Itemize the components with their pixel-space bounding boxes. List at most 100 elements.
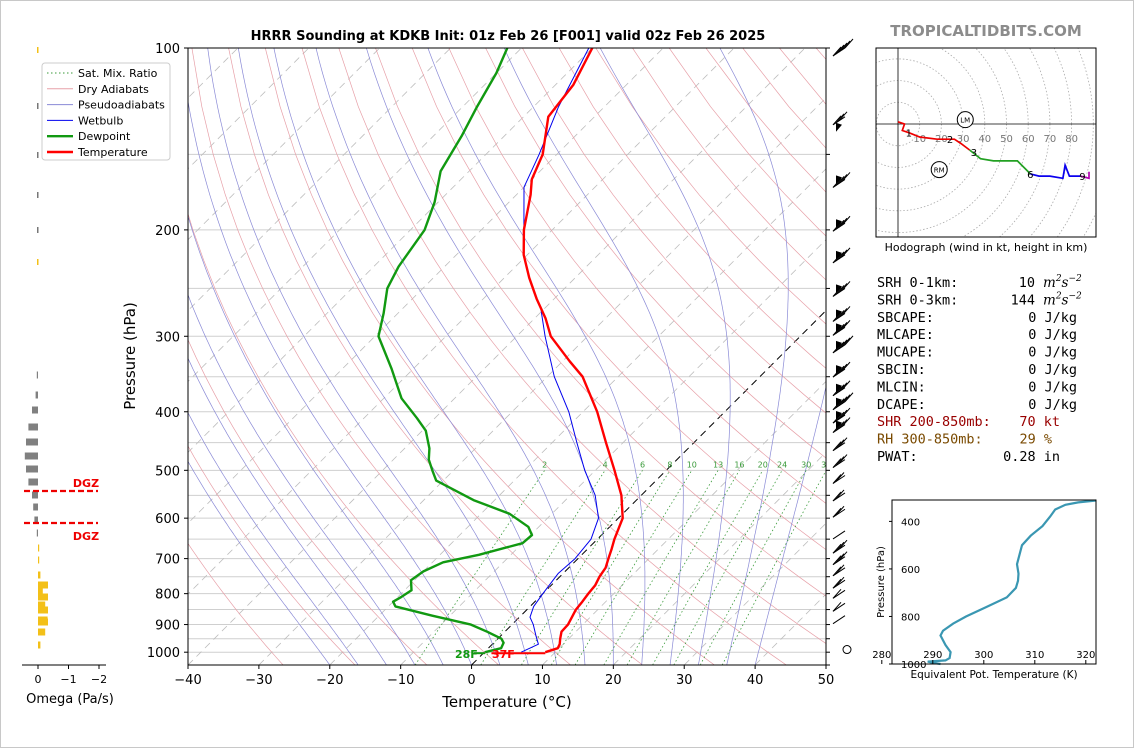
storm-motion-marker xyxy=(930,161,948,179)
wind-barb xyxy=(832,601,846,612)
omega-bar xyxy=(36,371,38,379)
dry-adiabat xyxy=(188,542,284,665)
barb-flag xyxy=(844,392,854,403)
dry-adiabat xyxy=(411,48,826,551)
index-value: 70 kt xyxy=(1019,414,1060,430)
temperature-line xyxy=(522,48,624,654)
index-label: MLCAPE: xyxy=(877,327,934,343)
barb-flag xyxy=(832,507,842,518)
x-tick-label: −10 xyxy=(387,673,414,688)
dgz-label: DGZ xyxy=(73,477,99,490)
index-label: MUCAPE: xyxy=(877,345,934,361)
y-tick-label: 1000 xyxy=(147,646,180,661)
barb-flag xyxy=(838,382,848,393)
dry-adiabat xyxy=(375,48,826,597)
barb-flag xyxy=(832,441,842,452)
theta-e-tick-label: 290 xyxy=(923,650,942,661)
barb-flag xyxy=(835,285,845,295)
omega-bar xyxy=(37,152,39,158)
legend: Sat. Mix. Ratio Dry Adiabats Pseudoadiabat… xyxy=(41,62,171,161)
omega-bar xyxy=(28,423,38,431)
index-value: 10 xyxy=(1019,275,1035,291)
barb-flag xyxy=(832,589,842,599)
mixing-ratio-label: 13 xyxy=(713,460,723,469)
barb-flag xyxy=(832,543,842,554)
barb-pennant xyxy=(836,250,842,260)
index-value: 0 J/kg xyxy=(1028,310,1077,326)
barb-flag xyxy=(838,363,848,374)
mixing-ratio-line xyxy=(550,470,671,665)
barb-flag xyxy=(838,111,848,122)
omega-bar xyxy=(34,516,38,524)
barb-pennant xyxy=(836,122,842,132)
pseudoadiabat xyxy=(754,385,826,665)
wind-barb xyxy=(832,437,848,452)
barb-flag xyxy=(841,320,851,330)
mixing-ratio-label: 10 xyxy=(687,460,697,469)
wind-barb xyxy=(832,38,854,57)
omega-bar xyxy=(38,544,40,552)
theta-e-tick-label: 300 xyxy=(974,650,993,661)
hodo-trace xyxy=(897,120,971,151)
wind-barb xyxy=(832,505,846,518)
barb-staff xyxy=(832,602,846,612)
x-tick-label: 10 xyxy=(534,673,551,688)
theta-e-tick-label: 320 xyxy=(1076,650,1095,661)
index-value: 144 xyxy=(1011,292,1035,308)
barb-pennant xyxy=(836,219,842,229)
index-value: 29 % xyxy=(1019,432,1052,448)
index-value: 0 J/kg xyxy=(1028,345,1077,361)
mixing-ratio-label: 4 xyxy=(603,460,608,469)
omega-bar xyxy=(37,227,39,233)
mixing-ratio-line xyxy=(574,470,693,665)
wind-barb xyxy=(832,576,846,589)
mixing-ratio-line xyxy=(673,470,783,665)
x-tick-label: 30 xyxy=(676,673,693,688)
barb-flag xyxy=(832,115,842,126)
barb-flag xyxy=(835,365,845,376)
mixing-ratio-line xyxy=(414,470,546,665)
wind-barb xyxy=(832,551,848,566)
barb-flag xyxy=(841,417,851,427)
index-label: RH 300-850mb: xyxy=(877,432,983,448)
theta-e-line xyxy=(927,499,1097,666)
pseudoadiabat xyxy=(207,48,501,665)
wind-barb xyxy=(832,335,854,354)
y-tick-label: 400 xyxy=(155,406,180,421)
legend-box xyxy=(41,62,171,161)
index-value: 0 J/kg xyxy=(1028,327,1077,343)
barb-flag xyxy=(838,454,848,464)
pseudoadiabat xyxy=(427,48,646,665)
index-label: DCAPE: xyxy=(877,397,926,413)
barb-flag xyxy=(832,491,842,502)
barb-flag xyxy=(835,472,845,482)
index-label: PWAT: xyxy=(877,449,918,465)
barb-flag xyxy=(832,555,842,566)
index-value: 0 J/kg xyxy=(1028,397,1077,413)
hodo-height-label: 2 xyxy=(947,135,953,146)
mixing-ratio-label: 8 xyxy=(667,460,672,469)
chart-title: HRRR Sounding at KDKB Init: 01z Feb 26 [… xyxy=(251,29,766,44)
index-value: 0 J/kg xyxy=(1028,379,1077,395)
barb-flag xyxy=(844,335,854,346)
barb-staff xyxy=(832,492,846,502)
dry-adiabat xyxy=(815,48,826,60)
pseudoadiabat xyxy=(599,48,731,665)
barb-flag xyxy=(841,215,851,226)
mixing-ratio-line xyxy=(603,470,719,665)
omega-bar xyxy=(35,391,38,399)
barb-flag xyxy=(841,407,851,418)
wind-barb xyxy=(832,530,846,540)
hodo-ring-label: 70 xyxy=(1044,134,1057,145)
mixing-ratio-label: 2 xyxy=(542,460,547,469)
dry-adiabat xyxy=(228,48,643,665)
omega-bar xyxy=(38,581,48,589)
barb-pennant xyxy=(836,397,842,407)
index-unit: m2s−2 xyxy=(1043,291,1082,308)
index-label: MLCIN: xyxy=(877,379,926,395)
barb-pennant xyxy=(836,365,842,375)
barb-staff xyxy=(832,508,846,518)
omega-bar xyxy=(38,586,43,594)
theta-e-ytick-label: 600 xyxy=(901,565,920,576)
barb-flag xyxy=(841,394,851,405)
